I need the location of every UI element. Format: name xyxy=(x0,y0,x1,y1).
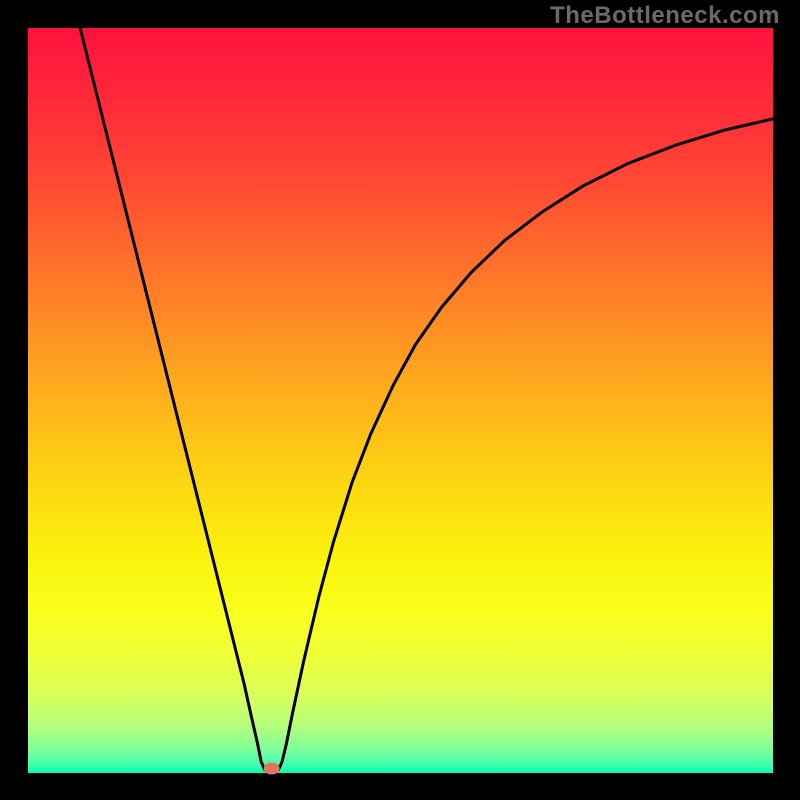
watermark-text: TheBottleneck.com xyxy=(550,2,780,30)
optimum-marker xyxy=(264,763,280,775)
curve-layer xyxy=(0,0,800,800)
chart-container: TheBottleneck.com xyxy=(0,0,800,800)
bottleneck-curve xyxy=(80,28,773,770)
